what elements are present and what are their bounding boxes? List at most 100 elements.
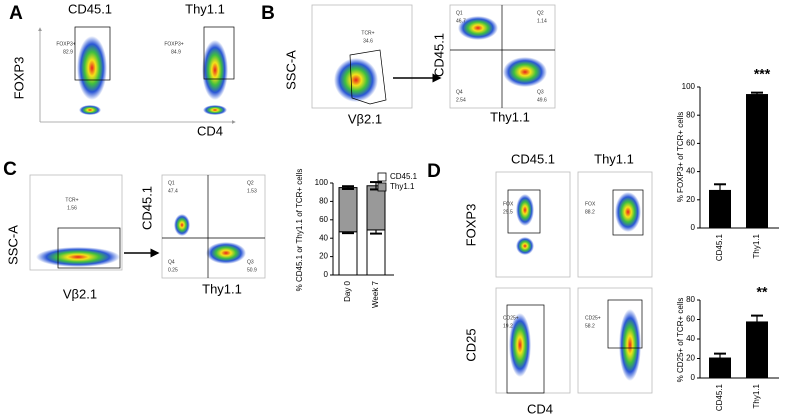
label: 49.6 bbox=[537, 97, 547, 103]
x-tick-label: Day 0 bbox=[343, 280, 352, 301]
label: FOXP3+ bbox=[56, 41, 75, 47]
density bbox=[202, 40, 228, 100]
bar bbox=[709, 357, 731, 378]
label: 0.25 bbox=[168, 267, 178, 273]
y-tick-label: 40 bbox=[686, 334, 695, 343]
label: 50.9 bbox=[247, 267, 257, 273]
plot-frame bbox=[577, 287, 653, 394]
label: FOXP3+ bbox=[164, 41, 183, 47]
label: 88.2 bbox=[585, 209, 595, 215]
y-tick-label: 80 bbox=[319, 197, 328, 206]
label: 58.2 bbox=[585, 323, 595, 329]
y-tick-label: 40 bbox=[686, 167, 695, 176]
x-tick-label: Thy1.1 bbox=[752, 383, 761, 408]
label: Q1 bbox=[168, 180, 175, 186]
label: 1.53 bbox=[247, 188, 257, 194]
label: SSC-A bbox=[5, 225, 20, 265]
legend-swatch bbox=[377, 182, 387, 192]
plot-frame bbox=[311, 4, 413, 109]
label: CD45.1 bbox=[139, 186, 154, 230]
label: CD45.1 bbox=[68, 1, 112, 16]
x-tick-label: CD45.1 bbox=[715, 233, 724, 261]
label: 19.2 bbox=[503, 323, 513, 329]
plot-frame bbox=[161, 174, 266, 279]
density bbox=[79, 105, 101, 115]
y-axis-label: % CD45.1 or Thy1.1 of TCR+ cells bbox=[295, 169, 304, 292]
gate bbox=[203, 26, 235, 80]
label: Vβ2.1 bbox=[63, 286, 97, 301]
plot-frame bbox=[495, 171, 571, 278]
y-axis-label: % FOXP3+ of TCR+ cells bbox=[676, 112, 685, 203]
label: Thy1.1 bbox=[202, 281, 242, 296]
label: 29.5 bbox=[503, 209, 513, 215]
label: Q1 bbox=[456, 10, 463, 16]
label: 34.6 bbox=[363, 38, 373, 44]
density bbox=[36, 247, 120, 267]
plot-frame bbox=[577, 171, 653, 278]
label: Q4 bbox=[168, 259, 175, 265]
label: CD25+ bbox=[503, 315, 519, 321]
label: Thy1.1 bbox=[490, 109, 530, 124]
density bbox=[509, 313, 531, 377]
label: CD45.1 bbox=[511, 151, 555, 166]
label: TCR+ bbox=[65, 197, 78, 203]
bar-segment bbox=[366, 229, 386, 276]
label: FOX bbox=[503, 201, 514, 207]
label: A bbox=[9, 3, 23, 24]
density bbox=[334, 58, 378, 102]
legend-label: CD45.1 bbox=[390, 172, 418, 181]
label: SSC-A bbox=[283, 50, 298, 90]
label: Thy1.1 bbox=[185, 1, 225, 16]
density bbox=[77, 36, 107, 100]
bar bbox=[746, 321, 768, 378]
legend-label: Thy1.1 bbox=[390, 182, 415, 191]
x-tick-label: Week 7 bbox=[371, 280, 380, 308]
label: 1.56 bbox=[67, 205, 77, 211]
label: TCR+ bbox=[361, 30, 374, 36]
y-tick-label: 20 bbox=[686, 195, 695, 204]
label: CD4 bbox=[527, 401, 553, 416]
y-tick-label: 80 bbox=[686, 295, 695, 304]
plot-frame bbox=[29, 174, 123, 271]
y-tick-label: 60 bbox=[686, 139, 695, 148]
significance: *** bbox=[754, 66, 771, 82]
label: B bbox=[261, 3, 275, 24]
density bbox=[206, 242, 246, 264]
density bbox=[458, 16, 498, 40]
density bbox=[619, 309, 641, 381]
density bbox=[615, 192, 641, 232]
label: FOX bbox=[585, 201, 596, 207]
y-tick-label: 40 bbox=[319, 233, 328, 242]
label: 1.14 bbox=[537, 18, 547, 24]
bar bbox=[709, 189, 731, 228]
y-tick-label: 100 bbox=[682, 82, 696, 91]
label: Thy1.1 bbox=[594, 151, 634, 166]
bar-segment bbox=[366, 185, 386, 231]
bar-segment bbox=[338, 187, 358, 233]
label: 47.4 bbox=[168, 188, 178, 194]
y-tick-label: 0 bbox=[691, 223, 696, 232]
density bbox=[516, 237, 534, 255]
label: C bbox=[3, 159, 17, 180]
density bbox=[503, 57, 547, 87]
bar bbox=[746, 94, 768, 228]
label: FOXP3 bbox=[11, 57, 26, 100]
label: CD25 bbox=[463, 328, 478, 361]
label: CD25+ bbox=[585, 315, 601, 321]
y-tick-label: 20 bbox=[319, 252, 328, 261]
y-tick-label: 60 bbox=[319, 215, 328, 224]
y-tick-label: 60 bbox=[686, 315, 695, 324]
label: Q3 bbox=[537, 89, 544, 95]
label: Q4 bbox=[456, 89, 463, 95]
density bbox=[203, 105, 227, 115]
label: Q3 bbox=[247, 259, 254, 265]
label: D bbox=[427, 161, 441, 182]
density bbox=[516, 194, 534, 226]
y-tick-label: 100 bbox=[315, 178, 329, 187]
label: Q2 bbox=[537, 10, 544, 16]
label: CD45.1 bbox=[431, 33, 446, 77]
significance: ** bbox=[757, 284, 768, 300]
density bbox=[174, 214, 190, 236]
label: 84.9 bbox=[171, 49, 181, 55]
